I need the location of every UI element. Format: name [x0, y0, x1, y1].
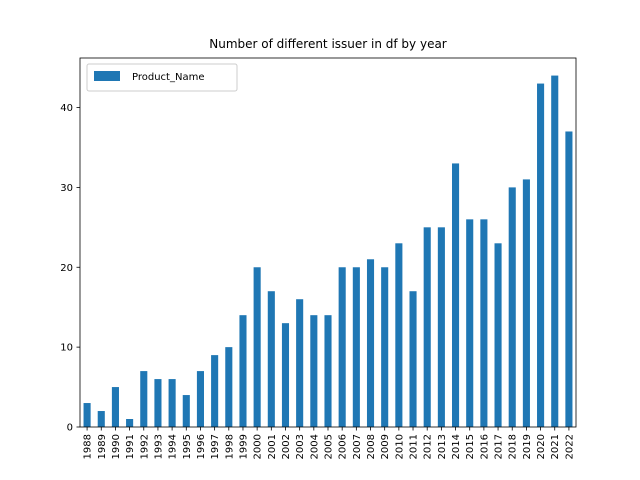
x-tick-label-2003: 2003	[295, 434, 306, 459]
legend-frame	[86, 63, 238, 92]
bar-2009	[381, 267, 389, 427]
bar-2010	[395, 243, 403, 427]
y-tick-label: 10	[60, 343, 73, 354]
y-tick-label: 40	[60, 103, 73, 114]
x-tick-label-2001: 2001	[267, 434, 278, 459]
y-tick-label: 20	[60, 263, 73, 274]
x-tick-label-2020: 2020	[536, 434, 547, 459]
y-tick-label: 0	[67, 423, 73, 434]
bar-2007	[352, 267, 360, 427]
x-tick-label-2021: 2021	[550, 434, 561, 459]
bar-2015	[466, 219, 474, 427]
x-tick-label-2011: 2011	[409, 434, 420, 459]
x-tick-label-2013: 2013	[437, 434, 448, 459]
bar-1988	[83, 403, 91, 427]
bar-1992	[140, 371, 148, 427]
bar-2003	[296, 299, 304, 427]
bars-group	[83, 75, 573, 428]
x-tick-label-2016: 2016	[479, 434, 490, 459]
x-tick-label-2012: 2012	[423, 434, 434, 459]
y-tick-label: 30	[60, 183, 73, 194]
x-tick-label-1996: 1996	[196, 434, 207, 459]
x-tick-label-1998: 1998	[224, 434, 235, 459]
bar-1997	[211, 355, 219, 427]
bar-2021	[551, 75, 559, 427]
bar-2017	[494, 243, 502, 427]
legend-label: Product_Name	[132, 72, 204, 83]
x-tick-label-1988: 1988	[83, 434, 94, 459]
bar-1990	[111, 387, 119, 427]
x-tick-label-2018: 2018	[508, 434, 519, 459]
bar-2011	[409, 291, 417, 427]
x-tick-label-2004: 2004	[309, 434, 320, 459]
bar-2002	[281, 323, 290, 427]
bar-2022	[565, 131, 573, 428]
chart-title: Number of different issuer in df by year	[209, 37, 447, 51]
bar-2016	[480, 219, 488, 427]
x-tick-label-2007: 2007	[352, 434, 363, 459]
bar-1998	[225, 347, 233, 427]
bar-2012	[423, 227, 431, 427]
bar-2000	[253, 267, 261, 427]
bar-2001	[267, 291, 275, 427]
bar-2005	[324, 315, 332, 427]
x-tick-label-1991: 1991	[125, 434, 136, 459]
bar-1999	[239, 315, 247, 427]
bar-2006	[338, 267, 346, 427]
bar-2019	[522, 179, 530, 427]
bar-1993	[154, 379, 162, 427]
bar-2018	[508, 187, 516, 427]
bar-2014	[452, 163, 460, 427]
x-tick-label-2019: 2019	[522, 434, 533, 459]
x-tick-label-1997: 1997	[210, 434, 221, 459]
x-tick-label-2017: 2017	[494, 434, 505, 459]
bar-1989	[97, 411, 105, 427]
bar-1994	[168, 379, 176, 427]
x-tick-label-2005: 2005	[324, 434, 335, 459]
legend: Product_Name	[86, 63, 238, 92]
x-tick-label-1995: 1995	[182, 434, 193, 459]
bar-2013	[437, 227, 445, 427]
x-tick-label-1989: 1989	[97, 434, 108, 459]
x-tick-label-1993: 1993	[153, 434, 164, 459]
bar-2004	[310, 315, 318, 427]
x-tick-label-2010: 2010	[394, 434, 405, 459]
bar-1996	[196, 371, 204, 427]
x-tick-label-2015: 2015	[465, 434, 476, 459]
bar-2020	[537, 83, 545, 427]
x-tick-label-2002: 2002	[281, 434, 292, 459]
x-tick-label-1992: 1992	[139, 434, 150, 459]
bar-1995	[182, 395, 190, 427]
bar-2008	[366, 259, 375, 427]
x-tick-label-1994: 1994	[168, 434, 179, 459]
x-tick-label-2000: 2000	[253, 434, 264, 459]
x-tick-label-2014: 2014	[451, 434, 462, 459]
x-tick-label-2006: 2006	[338, 434, 349, 459]
x-tick-label-1990: 1990	[111, 434, 122, 459]
bar-1991	[126, 419, 134, 427]
legend-swatch	[94, 71, 120, 81]
x-tick-label-1999: 1999	[238, 434, 249, 459]
x-tick-label-2009: 2009	[380, 434, 391, 459]
x-tick-label-2008: 2008	[366, 434, 377, 459]
x-tick-label-2022: 2022	[564, 434, 575, 459]
